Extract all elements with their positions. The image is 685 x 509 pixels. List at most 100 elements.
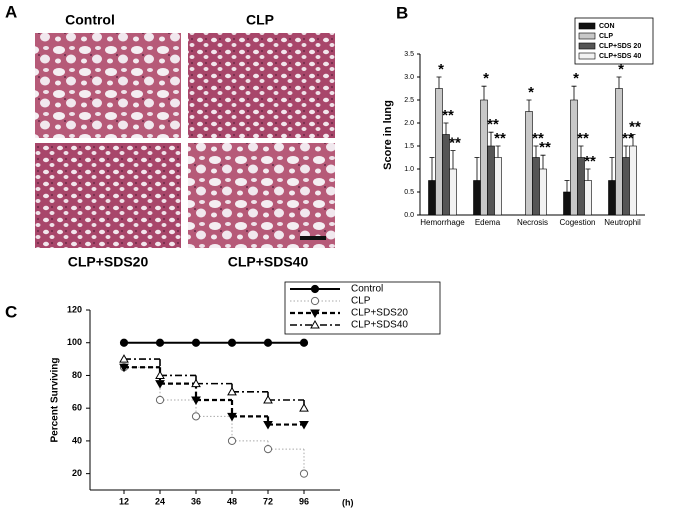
data-point bbox=[263, 421, 273, 430]
y-tick-label: 100 bbox=[67, 337, 82, 347]
significance-marker: ** bbox=[577, 130, 589, 147]
significance-marker: * bbox=[438, 61, 444, 78]
y-tick-label: 40 bbox=[72, 435, 82, 445]
data-point bbox=[227, 338, 237, 347]
data-point bbox=[299, 338, 309, 347]
image-caption: CLP+SDS20 bbox=[68, 254, 149, 270]
data-point bbox=[299, 403, 309, 412]
x-tick-label: 12 bbox=[119, 496, 129, 506]
significance-marker: ** bbox=[532, 130, 544, 147]
panel-label: C bbox=[5, 302, 17, 321]
x-tick-label: Hemorrhage bbox=[420, 218, 465, 227]
y-tick-label: 20 bbox=[72, 468, 82, 478]
y-tick-label: 120 bbox=[67, 304, 82, 314]
data-point bbox=[299, 469, 309, 478]
y-tick-label: 3.0 bbox=[404, 74, 414, 81]
significance-marker: ** bbox=[584, 153, 596, 170]
legend-label: CLP+SDS 40 bbox=[599, 53, 641, 60]
x-tick-label: 72 bbox=[263, 496, 273, 506]
bar bbox=[428, 180, 436, 216]
error-bar bbox=[526, 99, 532, 112]
error-bar bbox=[495, 145, 501, 158]
y-tick-label: 0.0 bbox=[404, 212, 414, 219]
legend-marker bbox=[310, 319, 320, 329]
data-point bbox=[299, 421, 309, 430]
y-tick-label: 3.5 bbox=[404, 51, 414, 58]
x-tick-label: 96 bbox=[299, 496, 309, 506]
error-bar bbox=[540, 154, 546, 169]
legend-swatch bbox=[578, 42, 596, 50]
x-tick-label: Neutrophil bbox=[604, 218, 641, 227]
y-axis-label: Percent Surviving bbox=[50, 357, 61, 442]
significance-marker: * bbox=[618, 61, 624, 78]
x-tick-label: 24 bbox=[155, 496, 165, 506]
legend-marker bbox=[310, 309, 320, 319]
x-tick-label: Edema bbox=[475, 218, 501, 227]
micrograph bbox=[188, 33, 335, 138]
x-tick-label: 36 bbox=[191, 496, 201, 506]
significance-marker: * bbox=[528, 84, 534, 101]
data-point bbox=[155, 338, 165, 347]
scale-bar bbox=[300, 236, 326, 240]
significance-marker: * bbox=[573, 70, 579, 87]
micrograph bbox=[188, 143, 335, 248]
error-bar bbox=[616, 76, 622, 89]
micrograph bbox=[35, 33, 181, 138]
image-caption: CLP+SDS40 bbox=[228, 254, 309, 270]
significance-marker: ** bbox=[622, 130, 634, 147]
significance-marker: ** bbox=[442, 107, 454, 124]
error-bar bbox=[481, 85, 487, 100]
x-tick-label: 48 bbox=[227, 496, 237, 506]
error-bar bbox=[623, 145, 629, 158]
error-bar bbox=[578, 145, 584, 158]
error-bar bbox=[571, 85, 577, 100]
error-bar bbox=[564, 180, 570, 192]
bar bbox=[494, 157, 502, 216]
y-tick-label: 2.0 bbox=[404, 120, 414, 127]
error-bar bbox=[533, 145, 539, 158]
y-axis-label: Score in lung bbox=[382, 100, 394, 170]
bar bbox=[570, 99, 578, 216]
legend-marker bbox=[310, 296, 320, 306]
panel-label: A bbox=[5, 2, 17, 21]
error-bar bbox=[429, 157, 435, 181]
data-point bbox=[263, 394, 273, 404]
y-tick-label: 2.5 bbox=[404, 97, 414, 104]
bar bbox=[487, 145, 495, 216]
x-tick-label: Cogestion bbox=[559, 218, 595, 227]
bar bbox=[525, 111, 533, 216]
image-caption: Control bbox=[65, 12, 115, 28]
panel-label: B bbox=[396, 3, 408, 22]
error-bar bbox=[630, 134, 636, 146]
data-point bbox=[227, 386, 237, 396]
bar bbox=[532, 157, 540, 216]
significance-marker: ** bbox=[449, 135, 461, 152]
x-tick-label: Necrosis bbox=[517, 218, 548, 227]
data-point bbox=[191, 338, 201, 347]
data-point bbox=[119, 363, 129, 373]
legend-label: CLP bbox=[599, 33, 613, 40]
y-tick-label: 1.5 bbox=[404, 143, 414, 150]
bar bbox=[608, 180, 616, 216]
bar bbox=[449, 168, 457, 216]
data-point bbox=[227, 412, 237, 422]
significance-marker: ** bbox=[629, 118, 641, 135]
legend-marker bbox=[310, 284, 320, 294]
data-point bbox=[155, 380, 165, 389]
data-point bbox=[263, 444, 273, 454]
legend-label: CLP+SDS20 bbox=[351, 308, 408, 319]
y-tick-label: 1.0 bbox=[404, 166, 414, 173]
data-point bbox=[119, 338, 129, 347]
error-bar bbox=[436, 76, 442, 89]
legend-label: Control bbox=[351, 284, 383, 295]
significance-marker: ** bbox=[494, 130, 506, 147]
error-bar bbox=[609, 157, 615, 181]
y-tick-label: 0.5 bbox=[404, 189, 414, 196]
significance-marker: * bbox=[483, 70, 489, 87]
significance-marker: ** bbox=[539, 139, 551, 156]
data-point bbox=[191, 378, 201, 388]
data-point bbox=[191, 412, 201, 421]
bar bbox=[584, 180, 592, 216]
